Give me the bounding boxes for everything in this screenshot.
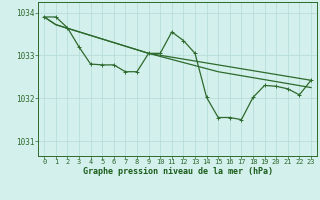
X-axis label: Graphe pression niveau de la mer (hPa): Graphe pression niveau de la mer (hPa)	[83, 167, 273, 176]
